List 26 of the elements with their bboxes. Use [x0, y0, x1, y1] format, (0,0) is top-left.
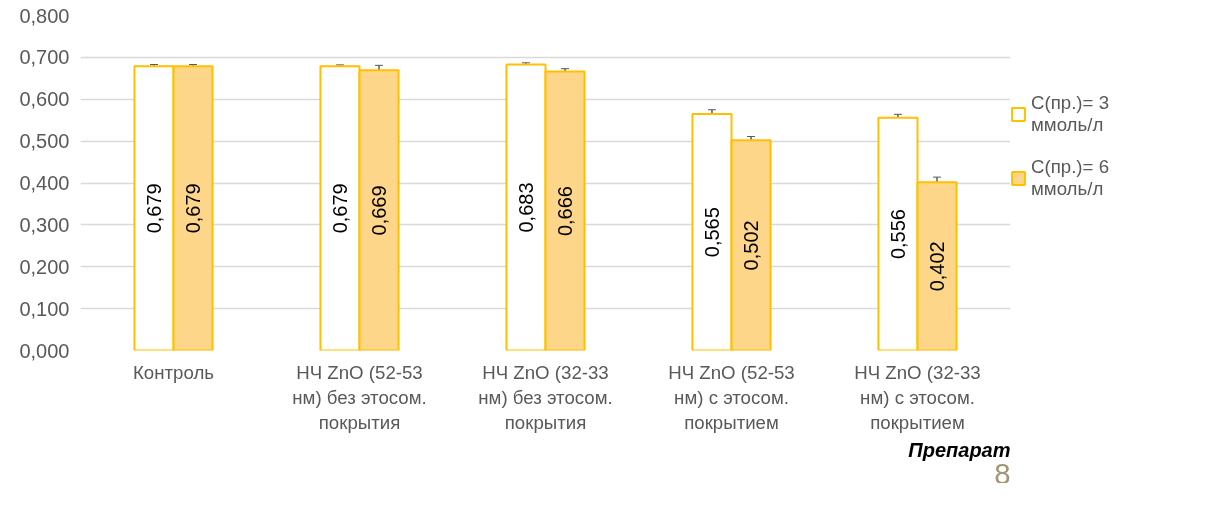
data-label: 0,669 [368, 185, 391, 236]
data-label: 0,556 [886, 209, 909, 260]
data-label: 0,666 [554, 186, 577, 237]
data-label: 0,502 [740, 220, 763, 271]
y-tick-label: 0,100 [19, 297, 70, 320]
data-label: 0,683 [514, 182, 537, 233]
x-tick-label: Контроль [132, 361, 215, 383]
y-tick-label: 0,400 [19, 172, 70, 194]
x-tick-label: НЧ ZnO (52-53 нм) без этосом. покрытия [292, 361, 427, 433]
data-label: 0,679 [182, 183, 205, 234]
y-tick-label: 0,700 [19, 46, 70, 69]
y-tick-label: 0,300 [19, 213, 70, 236]
x-tick-label: НЧ ZnO (52-53 нм) с этосом. покрытием [668, 361, 795, 433]
data-label: 0,402 [926, 241, 949, 292]
legend-label: С(пр.)= 6 ммоль/л [1031, 156, 1110, 200]
y-tick-label: 0,000 [19, 339, 70, 362]
y-tick-label: 0,500 [19, 130, 70, 153]
data-label: 0,565 [700, 207, 723, 258]
x-tick-label: НЧ ZnO (32-33 нм) без этосом. покрытия [478, 361, 613, 433]
legend-label: С(пр.)= 3 ммоль/л [1031, 92, 1110, 136]
data-label: 0,679 [142, 183, 165, 234]
y-tick-label: 0,800 [19, 4, 70, 27]
x-tick-label: НЧ ZnO (32-33 нм) с этосом. покрытием [854, 361, 981, 433]
y-tick-label: 0,600 [19, 88, 70, 111]
y-tick-label: 0,200 [19, 255, 70, 278]
data-label: 0,679 [328, 183, 351, 234]
